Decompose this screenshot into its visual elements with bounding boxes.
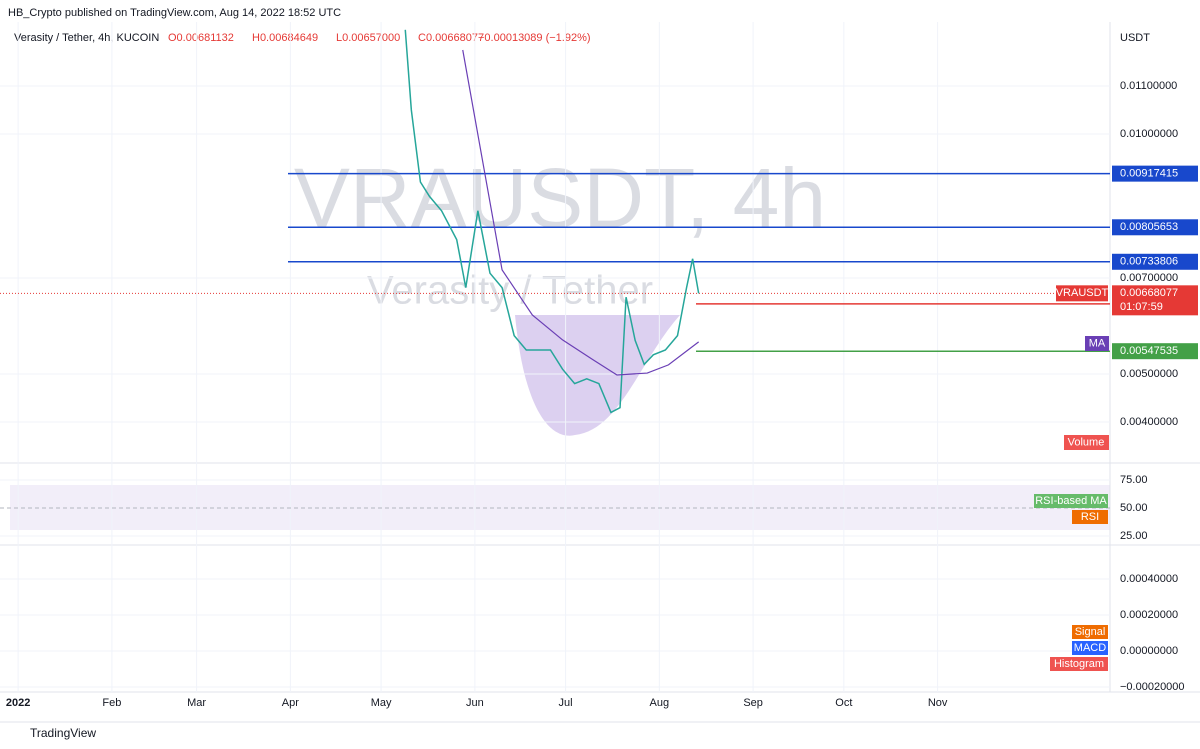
pane-label-box: [1050, 657, 1108, 671]
x-tick-label: Oct: [835, 697, 852, 709]
price-line: [404, 29, 700, 414]
level-box: [1112, 219, 1198, 236]
last-value: 0.00668077: [1120, 287, 1178, 299]
pane-label: MACD: [1074, 642, 1106, 654]
symbol-label: VRAUSDT: [1056, 287, 1109, 299]
y-tick-label: 25.00: [1120, 530, 1148, 542]
pane-label-box: [1072, 641, 1108, 655]
pane-label-box: [1072, 625, 1108, 639]
watermark: VRAUSDT, 4h: [294, 151, 826, 245]
x-tick-label: Feb: [102, 697, 121, 709]
legend-box: [1085, 336, 1109, 351]
level-label: 0.00547535: [1120, 345, 1178, 357]
pane-label: RSI-based MA: [1035, 495, 1107, 507]
y-tick-label: 0.01000000: [1120, 128, 1178, 140]
pane-label-box: [1034, 494, 1108, 508]
x-tick-label: Sep: [743, 697, 763, 709]
y-tick-label: 50.00: [1120, 502, 1148, 514]
level-box: [1112, 165, 1198, 182]
y-tick-label: 75.00: [1120, 474, 1148, 486]
symbol: Verasity / Tether, 4h, KUCOIN: [14, 32, 159, 44]
x-tick-label: May: [371, 697, 392, 709]
ohlc-high: H0.00684649: [252, 32, 318, 44]
x-tick-label: Aug: [650, 697, 670, 709]
ohlc-change: −0.00013089 (−1.92%): [478, 32, 591, 44]
cup-shape: [515, 315, 680, 436]
ma-line: [462, 49, 700, 376]
y-tick-label: 0.00040000: [1120, 573, 1178, 585]
watermark-sub: Verasity / Tether: [367, 269, 653, 313]
pane-label: RSI: [1081, 511, 1099, 523]
pane-label-box: [1072, 510, 1108, 524]
volume-box: [1064, 435, 1109, 450]
y-tick-label: −0.00020000: [1120, 681, 1185, 693]
level-box: [1112, 253, 1198, 270]
x-tick-label: Apr: [282, 697, 299, 709]
x-tick-label: Jun: [466, 697, 484, 709]
ohlc-low: L0.00657000: [336, 32, 400, 44]
countdown: 01:07:59: [1120, 301, 1163, 313]
symbol-box: [1056, 285, 1108, 302]
x-tick-label: Nov: [928, 697, 948, 709]
y-tick-label: 0.00400000: [1120, 416, 1178, 428]
y-tick-label: 0.00700000: [1120, 272, 1178, 284]
publisher: HB_Crypto published on TradingView.com, …: [8, 7, 341, 19]
last-box: [1112, 285, 1198, 316]
volume-label: Volume: [1068, 436, 1105, 448]
ohlc-open: O0.00681132: [168, 32, 234, 44]
y-tick-label: 0.00000000: [1120, 645, 1178, 657]
rsi-band: [10, 485, 1110, 530]
level-label: 0.00805653: [1120, 221, 1178, 233]
y-unit: USDT: [1120, 32, 1150, 44]
y-tick-label: 0.00500000: [1120, 368, 1178, 380]
x-tick-label: 2022: [6, 697, 30, 709]
legend-line: Verasity / Tether, 4h, KUCOIN O0.0068113…: [14, 32, 591, 44]
level-label: 0.00733806: [1120, 256, 1178, 268]
pane-label: Signal: [1075, 626, 1106, 638]
level-box: [1112, 343, 1198, 360]
level-label: 0.00917415: [1120, 168, 1178, 180]
y-tick-label: 0.01100000: [1120, 80, 1177, 92]
y-tick-label: 0.00020000: [1120, 609, 1178, 621]
pane-label: Histogram: [1054, 658, 1104, 670]
footer-brand: TradingView: [30, 726, 96, 740]
ohlc-close: C0.00668077: [418, 32, 484, 44]
x-tick-label: Jul: [559, 697, 573, 709]
legend-entry: MA: [1089, 337, 1106, 349]
x-tick-label: Mar: [187, 697, 206, 709]
